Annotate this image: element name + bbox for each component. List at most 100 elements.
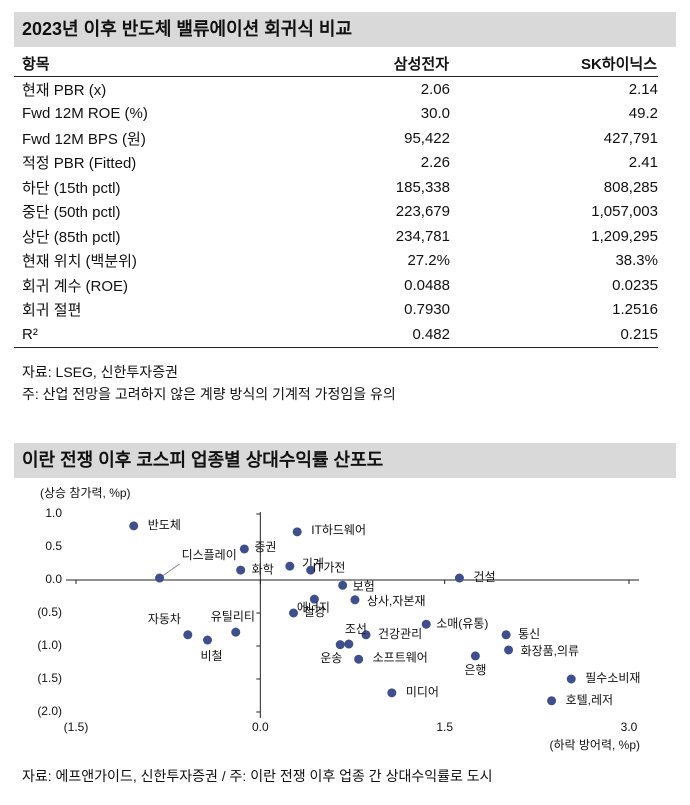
table-cell: 현재 위치 (백분위) — [22, 253, 137, 271]
table-cell: 상단 (85th pctl) — [22, 228, 121, 246]
table-row: Fwd 12M ROE (%) 30.0 49.2 — [14, 102, 658, 127]
point — [202, 635, 212, 645]
header-cell: 항목 — [14, 50, 273, 77]
table-row: 회귀 절편 0.7930 1.2516 — [14, 298, 658, 323]
x-tick-label: 3.0 — [621, 720, 638, 734]
table-row: R² 0.482 0.215 — [14, 322, 658, 348]
chart: (상승 참가력, %p) (하락 방어력, %p) 1.0 0.5 0.0 (0.5)… — [37, 486, 640, 752]
y-tick-label: (1.5) — [37, 671, 62, 685]
point-label: 소프트웨어 — [373, 650, 428, 664]
table-cell: 회귀 계수 (ROE) — [22, 277, 129, 295]
x-tick-label: 0.0 — [252, 720, 269, 734]
point-label: 철강 — [304, 605, 326, 619]
table-row: 현재 PBR (x) 2.06 2.14 — [14, 77, 658, 102]
table-row: 회귀 계수 (ROE) 0.0488 0.0235 — [14, 273, 658, 298]
point — [236, 565, 246, 575]
y-axis-label: (상승 참가력, %p) — [40, 486, 131, 500]
y-tick-label: (1.0) — [37, 638, 62, 652]
table-row: Fwd 12M BPS (원) 95,422 427,791 — [14, 126, 658, 151]
point-label: 건강관리 — [378, 627, 422, 641]
point — [183, 630, 193, 640]
table-cell: 0.0235 — [612, 276, 658, 294]
table-cell: 1,057,003 — [591, 203, 658, 221]
valuation-table: 항목 삼성전자 SK하이닉스 현재 PBR (x) 2.06 2.14 Fwd 12M… — [14, 50, 658, 348]
point — [292, 527, 302, 537]
point — [231, 627, 241, 637]
table-cell: 185,338 — [395, 178, 450, 196]
point — [335, 640, 345, 650]
point-label: 에너지 — [297, 600, 330, 614]
table-cell: 49.2 — [628, 105, 658, 123]
point-label: 건설 — [473, 570, 495, 584]
point-label: 미디어 — [406, 685, 439, 699]
x-tick-label: (1.5) — [64, 720, 89, 734]
table-cell: 2.41 — [628, 154, 658, 172]
point-label: 기계 — [302, 556, 324, 570]
y-tick-label: 0.5 — [45, 539, 62, 553]
table-cell: 현재 PBR (x) — [22, 81, 107, 99]
table-cell: 1.2516 — [612, 301, 658, 319]
table-row: 적정 PBR (Fitted) 2.26 2.41 — [14, 151, 658, 176]
point-label: 디스플레이 — [182, 548, 237, 562]
x-tick-label: 1.5 — [436, 720, 453, 734]
table-cell: 1,209,295 — [591, 227, 658, 245]
y-tick-label: (0.5) — [37, 605, 62, 619]
table-cell: 하단 (15th pctl) — [22, 179, 121, 197]
footer: 자료: 에프앤가이드, 신한투자증권 / 주: 이란 전쟁 이후 업종 간 상대… — [22, 768, 493, 784]
table-row: 하단 (15th pctl) 185,338 808,285 — [14, 175, 658, 200]
y-tick-label: 0.0 — [45, 572, 62, 586]
table-cell: 0.7930 — [404, 301, 450, 319]
table-cell: 808,285 — [603, 178, 658, 196]
table-cell: 2.14 — [628, 80, 658, 98]
point — [501, 630, 511, 640]
table-cell: 적정 PBR (Fitted) — [22, 155, 137, 173]
header-cell: 삼성전자 — [273, 50, 450, 77]
table-cell: 427,791 — [603, 129, 658, 147]
point-label: 자동차 — [148, 612, 181, 626]
point-label: 반도체 — [148, 518, 181, 532]
point-label: 필수소비재 — [585, 671, 640, 685]
point — [547, 696, 557, 706]
point — [289, 608, 299, 618]
point-label: 화학 — [252, 562, 274, 576]
point-label: 은행 — [464, 662, 486, 677]
table-cell: Fwd 12M ROE (%) — [22, 105, 148, 123]
point — [470, 651, 480, 661]
table-cell: 27.2% — [407, 252, 450, 270]
point-label: 비철 — [200, 649, 222, 663]
table-cell: 2.06 — [420, 80, 450, 98]
table-cell: 30.0 — [420, 105, 450, 123]
point-label: 유틸리티 — [211, 609, 255, 623]
source: 자료: LSEG, 신한투자증권 — [22, 364, 178, 380]
point — [344, 639, 354, 649]
point — [421, 619, 431, 629]
point-label: 조선 — [345, 622, 367, 636]
table-cell: 2.26 — [420, 154, 450, 172]
table-cell: 회귀 절편 — [22, 302, 82, 320]
point — [361, 630, 371, 640]
point-label: 소매(유통) — [436, 616, 488, 630]
table-row: 현재 위치 (백분위) 27.2% 38.3% — [14, 249, 658, 274]
point-label: 상사,자본재 — [367, 594, 426, 608]
point — [285, 561, 295, 571]
table-cell: 95,422 — [404, 129, 450, 147]
table-cell: 0.0488 — [404, 276, 450, 294]
point-label: 화장품,의류 — [521, 644, 580, 658]
y-tick-label: (2.0) — [37, 704, 62, 718]
point-label: 운송 — [320, 651, 342, 665]
point — [566, 674, 576, 684]
table-cell: 38.3% — [615, 252, 658, 270]
header-cell: SK하이닉스 — [450, 50, 658, 77]
point — [504, 645, 514, 655]
table-cell: 0.215 — [450, 322, 658, 348]
table-cell: R² — [14, 322, 273, 348]
table-row: 상단 (85th pctl) 234,781 1,209,295 — [14, 224, 658, 249]
point — [454, 573, 464, 583]
note: 주: 산업 전망을 고려하지 않은 계량 방식의 기계적 가정임을 유의 — [22, 386, 396, 402]
point — [338, 580, 348, 590]
point-label: IT가전 — [313, 560, 346, 574]
point-label: IT하드웨어 — [311, 523, 366, 537]
point — [354, 654, 364, 664]
point-label: 보험 — [353, 579, 375, 593]
